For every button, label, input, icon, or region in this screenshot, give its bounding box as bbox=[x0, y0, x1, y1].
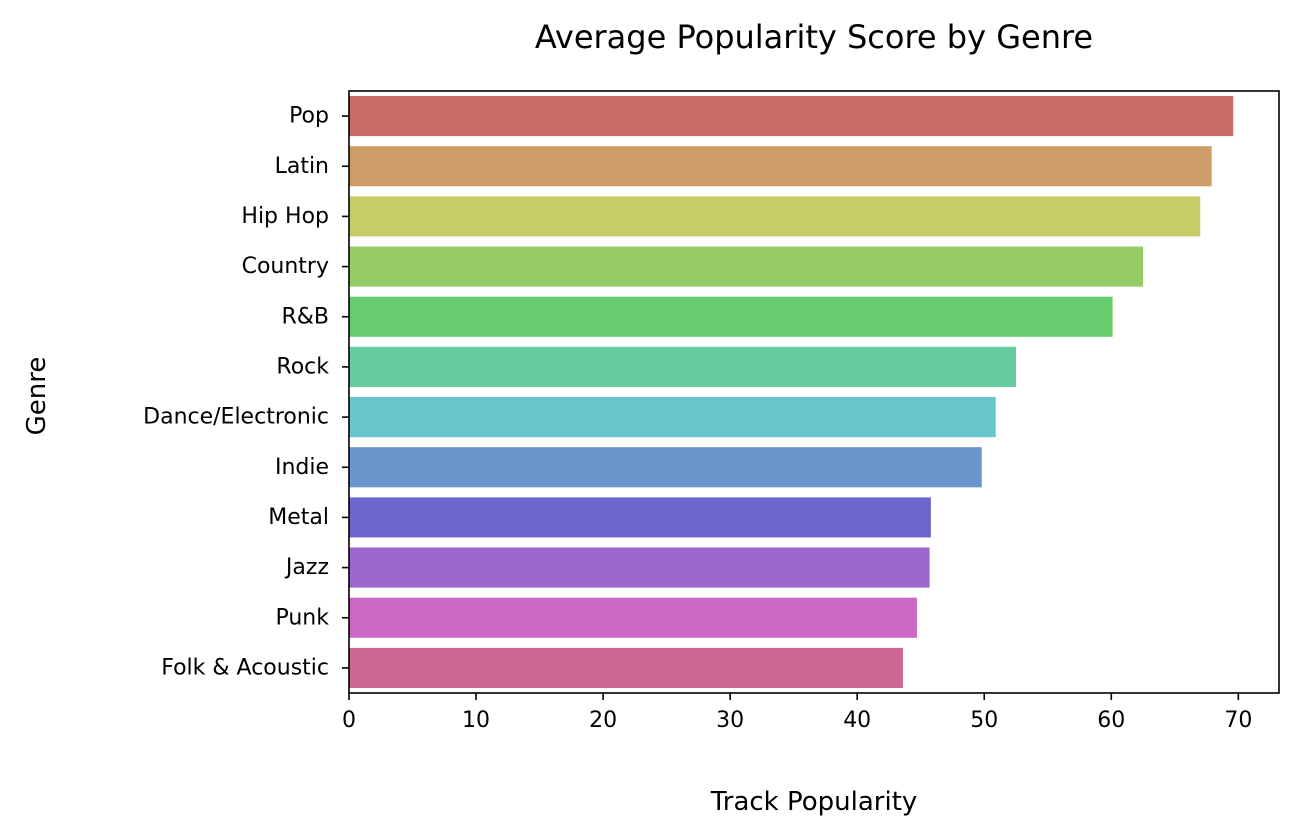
bar-pop bbox=[349, 96, 1234, 137]
y-axis-label: Genre bbox=[22, 357, 52, 436]
x-tick-label: 0 bbox=[342, 708, 356, 733]
x-tick-label: 70 bbox=[1224, 708, 1252, 733]
y-tick-label: Hip Hop bbox=[241, 204, 329, 229]
x-tick-label: 50 bbox=[970, 708, 998, 733]
bar-r-b bbox=[349, 296, 1113, 337]
y-tick-label: R&B bbox=[281, 304, 329, 329]
x-axis: 0 10 20 30 40 50 60 70 bbox=[342, 693, 1252, 733]
y-tick-label: Metal bbox=[268, 505, 329, 530]
y-tick-label: Dance/Electronic bbox=[143, 405, 329, 430]
y-tick-label: Country bbox=[242, 254, 329, 279]
y-tick-label: Rock bbox=[276, 354, 329, 379]
x-tick-label: 10 bbox=[462, 708, 490, 733]
bars-layer bbox=[349, 96, 1234, 688]
bar-country bbox=[349, 246, 1144, 287]
y-tick-label: Indie bbox=[275, 455, 329, 480]
y-axis: Pop Latin Hip Hop Country R&B Rock Dance/Elect… bbox=[143, 104, 349, 680]
bar-indie bbox=[349, 447, 982, 488]
bar-jazz bbox=[349, 547, 930, 588]
bar-rock bbox=[349, 346, 1017, 387]
x-tick-label: 20 bbox=[589, 708, 617, 733]
bar-hip-hop bbox=[349, 196, 1201, 237]
bar-folk-acoustic bbox=[349, 647, 903, 688]
y-tick-label: Folk & Acoustic bbox=[161, 655, 329, 680]
y-tick-label: Latin bbox=[275, 154, 329, 179]
y-tick-label: Pop bbox=[289, 104, 329, 129]
x-tick-label: 30 bbox=[716, 708, 744, 733]
x-tick-label: 40 bbox=[843, 708, 871, 733]
x-tick-label: 60 bbox=[1097, 708, 1125, 733]
chart-title: Average Popularity Score by Genre bbox=[535, 18, 1093, 56]
bar-latin bbox=[349, 146, 1212, 187]
y-tick-label: Jazz bbox=[284, 555, 329, 580]
bar-dance-electronic bbox=[349, 397, 996, 438]
bar-metal bbox=[349, 497, 931, 538]
plot-frame bbox=[348, 90, 1280, 694]
x-axis-label: Track Popularity bbox=[710, 787, 918, 817]
bar-punk bbox=[349, 597, 917, 638]
y-tick-label: Punk bbox=[275, 605, 329, 630]
